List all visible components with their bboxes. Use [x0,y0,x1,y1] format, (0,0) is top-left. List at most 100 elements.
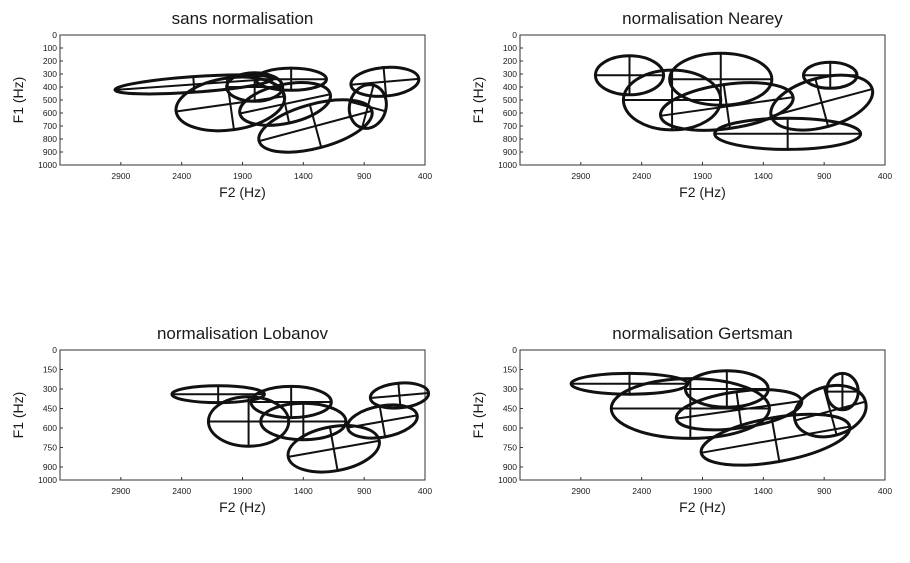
ellipse-outline [259,401,348,442]
x-tick-label: 400 [878,171,892,181]
x-tick-label: 2400 [632,486,651,496]
vowel-ellipse [368,381,431,410]
vowel-ellipse [658,81,795,132]
ellipse-minor-axis [328,426,339,471]
ellipse-minor-axis [722,84,731,129]
chart-title: normalisation Lobanov [157,324,329,343]
x-tick-label: 900 [817,486,831,496]
ellipse-minor-axis [378,405,387,438]
y-tick-label: 900 [43,462,57,472]
ellipse-minor-axis [280,84,291,124]
ellipse-outline [368,381,431,410]
x-tick-label: 2900 [571,171,590,181]
y-tick-label: 800 [503,134,517,144]
x-tick-label: 1400 [294,486,313,496]
y-tick-label: 0 [52,345,57,355]
y-tick-label: 400 [43,82,57,92]
y-tick-label: 600 [503,423,517,433]
y-tick-label: 1000 [498,160,517,170]
chart-title: normalisation Nearey [622,9,783,28]
x-tick-label: 900 [357,171,371,181]
x-tick-label: 400 [418,486,432,496]
y-tick-label: 300 [43,69,57,79]
vowel-ellipse [699,412,852,467]
y-tick-label: 1000 [38,475,57,485]
y-tick-label: 750 [43,443,57,453]
y-tick-label: 800 [43,134,57,144]
x-axis-label: F2 (Hz) [679,499,726,515]
vowel-ellipse [593,54,666,97]
ellipse-minor-axis [735,391,743,428]
x-tick-label: 1900 [233,486,252,496]
chart-svg-1: sans normalisation 0 100 200 300 400 500 600 700… [10,9,432,200]
chart-svg-3: normalisation Lobanov 0 150 300 450 600 750 900… [10,324,432,515]
vowel-ellipse [347,83,388,130]
x-tick-label: 1900 [233,171,252,181]
x-tick-label: 400 [418,171,432,181]
x-axis-label: F2 (Hz) [219,499,266,515]
ellipse-minor-axis [308,104,323,148]
y-tick-label: 300 [43,384,57,394]
x-tick-label: 2400 [172,486,191,496]
x-axis-label: F2 (Hz) [679,184,726,200]
x-tick-label: 1400 [754,171,773,181]
vowel-ellipse [286,424,381,474]
ellipse-outline [699,412,852,467]
y-axis-label: F1 (Hz) [470,392,486,439]
y-tick-label: 600 [43,108,57,118]
x-tick-label: 2900 [111,171,130,181]
y-tick-label: 300 [503,384,517,394]
x-axis-label: F2 (Hz) [219,184,266,200]
chart-svg-4: normalisation Gertsman 0 150 300 450 600 750 90… [470,324,892,515]
ellipse-minor-axis [770,417,781,462]
chart-title: normalisation Gertsman [612,324,792,343]
vowel-ellipse [257,98,374,154]
vowel-ellipse [769,73,875,132]
y-tick-label: 700 [43,121,57,131]
vowel-ellipse [801,60,859,90]
chart-panel-2: normalisation Nearey 0 100 200 300 400 500 600 7… [465,3,905,243]
vowel-ellipse [259,401,348,442]
vowel-ellipse [825,371,860,412]
chart-svg-2: normalisation Nearey 0 100 200 300 400 500 600 7… [470,9,892,200]
vowel-ellipse [569,371,690,396]
y-tick-label: 0 [512,345,517,355]
y-axis-label: F1 (Hz) [10,77,26,124]
vowel-ellipse [249,384,333,420]
vowel-ellipse [713,116,863,151]
y-tick-label: 150 [43,365,57,375]
y-tick-label: 0 [512,30,517,40]
y-tick-label: 0 [52,30,57,40]
chart-panel-4: normalisation Gertsman 0 150 300 450 600 750 90… [465,318,905,558]
ellipse-minor-axis [361,84,375,129]
y-tick-label: 150 [503,365,517,375]
plot-frame [59,349,426,481]
y-tick-label: 450 [43,404,57,414]
y-tick-label: 700 [503,121,517,131]
y-tick-label: 400 [503,82,517,92]
vowel-ellipse [170,384,266,405]
x-tick-label: 900 [357,486,371,496]
y-tick-label: 900 [43,147,57,157]
y-tick-label: 450 [503,404,517,414]
y-tick-label: 500 [503,95,517,105]
chart-title: sans normalisation [172,9,314,28]
y-tick-label: 100 [503,43,517,53]
x-tick-label: 2400 [172,171,191,181]
x-tick-label: 1400 [754,486,773,496]
y-tick-label: 200 [503,56,517,66]
vowel-ellipse [668,51,774,107]
vowel-ellipse [349,65,421,98]
y-tick-label: 1000 [498,475,517,485]
x-tick-label: 1900 [693,486,712,496]
vowel-ellipse [674,388,804,432]
y-tick-label: 100 [43,43,57,53]
x-tick-label: 2900 [571,486,590,496]
x-tick-label: 1900 [693,171,712,181]
chart-panel-3: normalisation Lobanov 0 150 300 450 600 750 900… [5,318,445,558]
vowel-ellipse [238,81,332,127]
x-tick-label: 2900 [111,486,130,496]
y-tick-label: 750 [503,443,517,453]
x-tick-label: 900 [817,171,831,181]
y-tick-label: 900 [503,147,517,157]
